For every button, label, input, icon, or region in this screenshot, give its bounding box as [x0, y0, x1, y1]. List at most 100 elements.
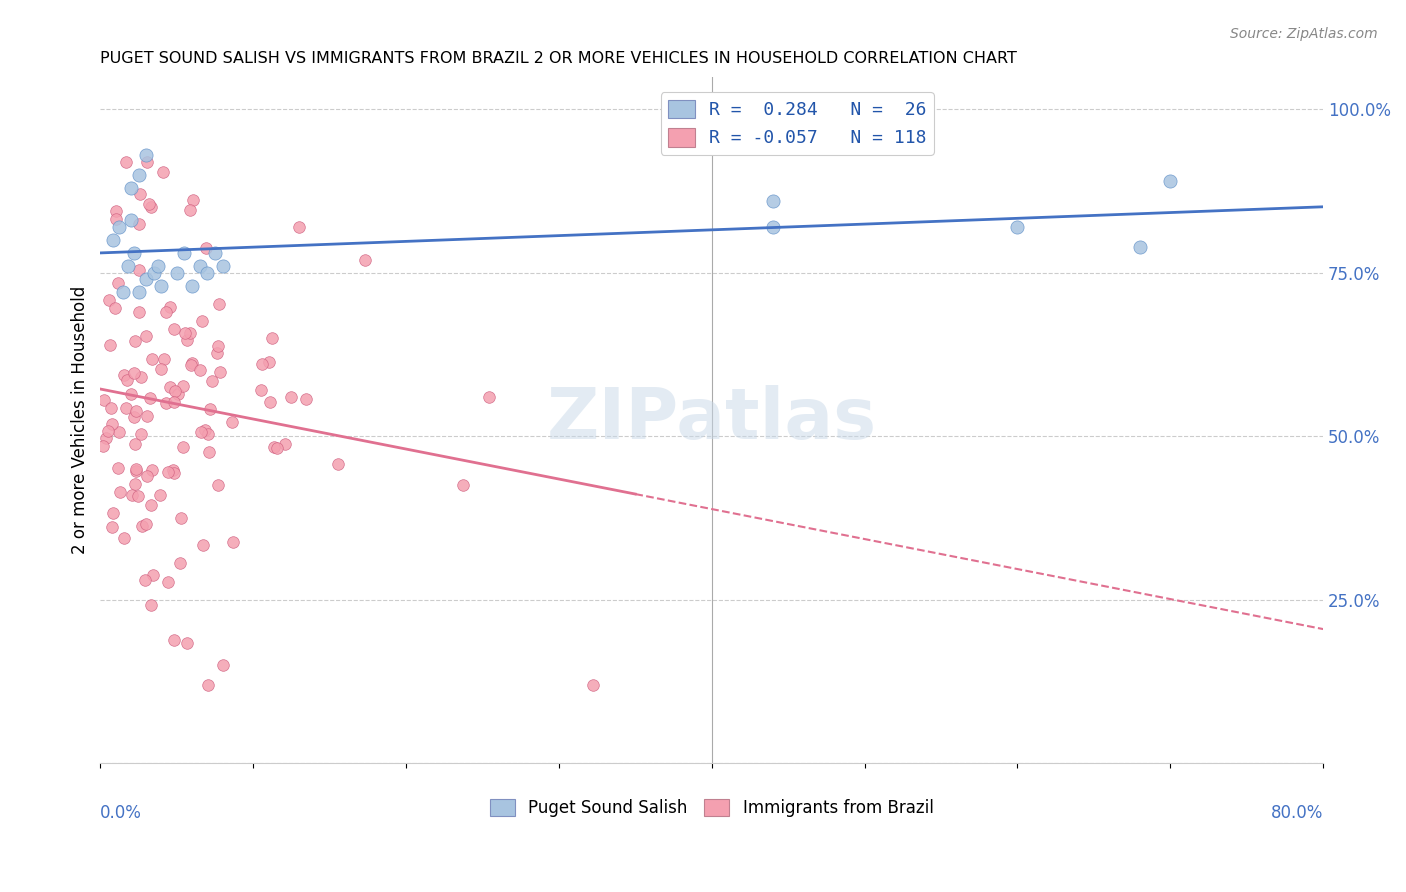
Point — [141, 498, 163, 512]
Text: 80.0%: 80.0% — [1271, 805, 1323, 822]
Point — [221, 415, 243, 429]
Point — [163, 395, 186, 409]
Point — [108, 425, 131, 440]
Point — [141, 200, 163, 214]
Point — [98, 293, 121, 307]
Point — [114, 154, 136, 169]
Point — [124, 334, 146, 348]
Point — [124, 437, 146, 451]
Point — [98, 338, 121, 352]
Point — [180, 356, 202, 370]
Point — [172, 378, 194, 392]
Point — [252, 357, 274, 371]
Point — [274, 437, 297, 451]
Point — [1007, 219, 1029, 234]
Point — [159, 380, 181, 394]
Point — [172, 440, 194, 454]
Point — [112, 368, 135, 382]
Point — [107, 276, 129, 290]
Point — [194, 423, 217, 437]
Point — [115, 373, 138, 387]
Point — [209, 365, 232, 379]
Point — [326, 457, 349, 471]
Point — [163, 466, 186, 480]
Point — [141, 463, 163, 477]
Point — [173, 246, 195, 260]
Point — [155, 305, 177, 319]
Point — [142, 266, 165, 280]
Point — [478, 390, 501, 404]
Point — [152, 165, 174, 179]
Point — [148, 259, 170, 273]
Point — [128, 304, 150, 318]
Point — [204, 246, 226, 260]
Point — [124, 462, 146, 476]
Point — [112, 285, 135, 300]
Point — [181, 278, 204, 293]
Point — [176, 333, 198, 347]
Point — [122, 367, 145, 381]
Point — [128, 285, 150, 300]
Point — [162, 463, 184, 477]
Point — [176, 636, 198, 650]
Point — [150, 278, 173, 293]
Point — [211, 259, 233, 273]
Point — [207, 477, 229, 491]
Point — [93, 439, 115, 453]
Point — [136, 469, 159, 483]
Point — [180, 358, 202, 372]
Point — [121, 488, 143, 502]
Point — [103, 507, 125, 521]
Point — [193, 538, 215, 552]
Point — [135, 272, 157, 286]
Point — [135, 148, 157, 162]
Point — [188, 259, 211, 273]
Point — [207, 296, 229, 310]
Point — [134, 573, 156, 587]
Point — [262, 331, 284, 345]
Point — [197, 426, 219, 441]
Point — [100, 417, 122, 431]
Point — [762, 219, 785, 234]
Point — [108, 484, 131, 499]
Text: PUGET SOUND SALISH VS IMMIGRANTS FROM BRAZIL 2 OR MORE VEHICLES IN HOUSEHOLD COR: PUGET SOUND SALISH VS IMMIGRANTS FROM BR… — [100, 51, 1017, 66]
Point — [259, 394, 281, 409]
Point — [115, 401, 138, 415]
Point — [280, 390, 302, 404]
Point — [198, 444, 221, 458]
Point — [197, 678, 219, 692]
Point — [127, 489, 149, 503]
Point — [1159, 174, 1181, 188]
Point — [139, 598, 162, 612]
Point — [156, 574, 179, 589]
Point — [149, 362, 172, 376]
Point — [135, 154, 157, 169]
Point — [100, 401, 122, 415]
Point — [122, 246, 145, 260]
Point — [354, 252, 377, 267]
Point — [135, 409, 157, 424]
Point — [198, 402, 221, 417]
Point — [138, 196, 160, 211]
Point — [1129, 239, 1152, 253]
Point — [129, 426, 152, 441]
Point — [125, 404, 148, 418]
Point — [159, 300, 181, 314]
Point — [128, 217, 150, 231]
Point — [104, 212, 127, 227]
Point — [135, 517, 157, 532]
Point — [179, 203, 201, 218]
Point — [266, 441, 288, 455]
Point — [101, 519, 124, 533]
Point — [174, 326, 197, 341]
Point — [107, 460, 129, 475]
Point — [181, 193, 204, 207]
Text: Source: ZipAtlas.com: Source: ZipAtlas.com — [1230, 27, 1378, 41]
Point — [195, 266, 218, 280]
Point — [104, 301, 127, 315]
Point — [195, 241, 218, 255]
Point — [128, 263, 150, 277]
Point — [112, 531, 135, 545]
Point — [93, 392, 115, 407]
Point — [142, 568, 165, 582]
